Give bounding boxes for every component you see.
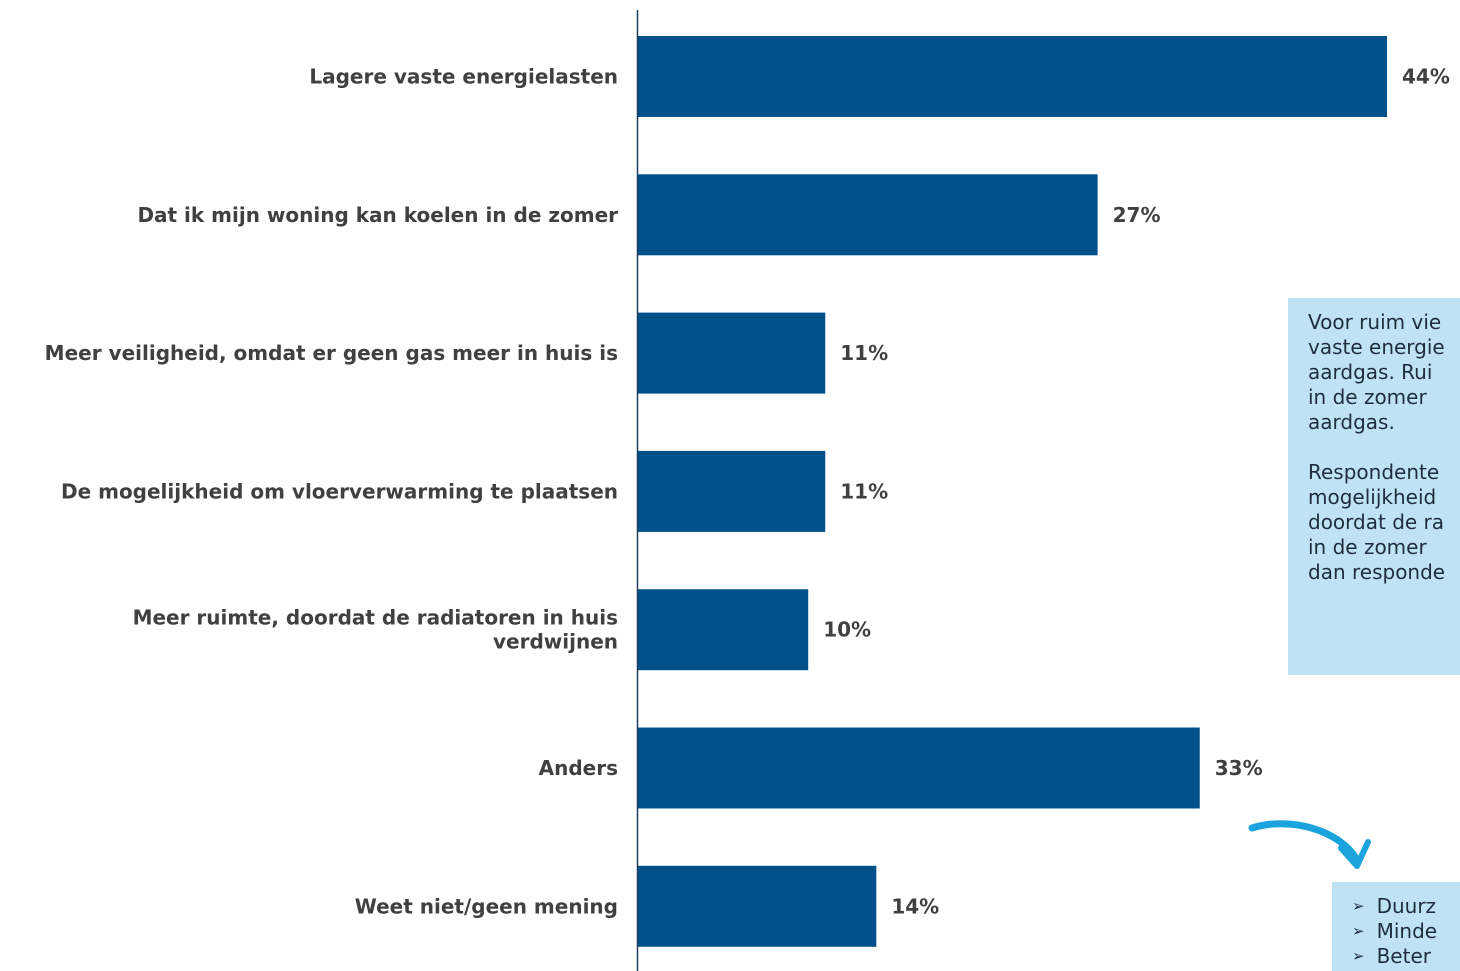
- bar: [638, 174, 1098, 256]
- category-label: Weet niet/geen mening: [355, 894, 618, 918]
- data-label: 14%: [891, 894, 939, 918]
- data-label: 44%: [1402, 65, 1450, 89]
- arrow-head-icon: [1338, 839, 1371, 869]
- insight-callout: Voor ruim vie vaste energie aardgas. Rui…: [1288, 298, 1460, 675]
- category-label: Dat ik mijn woning kan koelen in de zome…: [137, 203, 618, 227]
- data-label: 33%: [1215, 756, 1263, 780]
- category-label: verdwijnen: [493, 630, 618, 654]
- category-label: De mogelijkheid om vloerverwarming te pl…: [61, 479, 618, 503]
- bar: [638, 865, 877, 947]
- list-item: ➢ Minde: [1352, 919, 1438, 943]
- bar: [638, 589, 809, 671]
- insight-paragraph-2: Respondente mogelijkheid doordat de ra i…: [1308, 460, 1446, 584]
- data-label: 10%: [823, 618, 871, 642]
- arrow-bullet-icon: ➢: [1352, 897, 1365, 915]
- insight-paragraph-1: Voor ruim vie vaste energie aardgas. Rui…: [1308, 310, 1445, 434]
- category-label: Lagere vaste energielasten: [309, 65, 618, 89]
- category-label: Meer ruimte, doordat de radiatoren in hu…: [133, 606, 618, 630]
- curved-arrow-icon: [1248, 820, 1361, 864]
- data-label: 11%: [840, 479, 888, 503]
- bars-group: 44% Lagere vaste energielasten 27% Dat ik m…: [45, 36, 1450, 947]
- other-answers-list: ➢ Duurz ➢ Minde ➢ Beter: [1332, 882, 1460, 971]
- data-label: 27%: [1113, 203, 1161, 227]
- arrow-bullet-icon: ➢: [1352, 947, 1365, 965]
- list-item: ➢ Beter: [1352, 944, 1431, 968]
- data-label: 11%: [840, 341, 888, 365]
- category-label: Anders: [539, 756, 618, 780]
- bar: [638, 36, 1387, 117]
- category-label: Meer veiligheid, omdat er geen gas meer …: [45, 341, 618, 365]
- bar: [638, 727, 1200, 809]
- list-item: ➢ Duurz: [1352, 894, 1437, 918]
- arrow-bullet-icon: ➢: [1352, 922, 1365, 940]
- bar: [638, 312, 826, 394]
- bar: [638, 450, 826, 532]
